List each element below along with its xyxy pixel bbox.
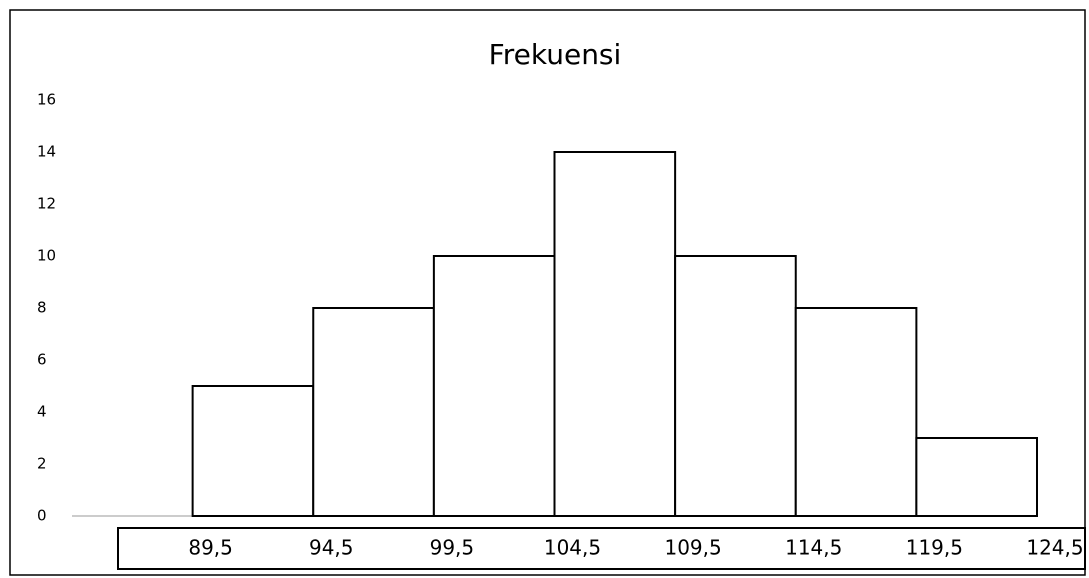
bar <box>312 307 435 517</box>
x-tick-label: 119,5 <box>906 536 963 560</box>
bar <box>432 255 556 517</box>
y-tick-label: 4 <box>37 403 47 421</box>
chart-title: Frekuensi <box>489 38 622 71</box>
y-tick-label: 6 <box>37 351 47 369</box>
x-tick-label: 124,5 <box>1026 536 1083 560</box>
x-label-box <box>117 527 1086 570</box>
y-tick-label: 8 <box>37 299 47 317</box>
y-tick-label: 10 <box>37 247 56 265</box>
x-tick-label: 109,5 <box>664 536 721 560</box>
x-tick-label: 104,5 <box>544 536 601 560</box>
bar <box>915 437 1038 517</box>
y-tick-label: 2 <box>37 455 47 473</box>
bar <box>794 307 918 517</box>
bar <box>553 151 677 517</box>
y-tick-label: 14 <box>37 143 56 161</box>
x-tick-label: 89,5 <box>188 536 233 560</box>
x-tick-label: 99,5 <box>430 536 475 560</box>
bar <box>191 385 315 517</box>
x-tick-label: 94,5 <box>309 536 354 560</box>
y-tick-label: 12 <box>37 195 56 213</box>
y-tick-label: 0 <box>37 507 47 525</box>
x-tick-label: 114,5 <box>785 536 842 560</box>
bar <box>674 255 797 517</box>
y-tick-label: 16 <box>37 91 56 109</box>
